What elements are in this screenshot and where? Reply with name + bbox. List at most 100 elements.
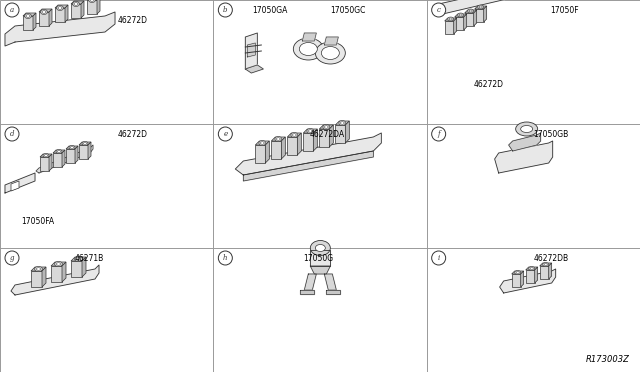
Polygon shape: [465, 10, 477, 13]
Text: 46272DB: 46272DB: [533, 254, 568, 263]
Circle shape: [218, 3, 232, 17]
Ellipse shape: [293, 38, 323, 60]
Text: 46272D: 46272D: [474, 80, 504, 89]
Polygon shape: [330, 125, 333, 147]
Polygon shape: [53, 153, 62, 167]
Ellipse shape: [292, 134, 296, 136]
Polygon shape: [55, 5, 68, 8]
Text: i: i: [438, 254, 440, 262]
Polygon shape: [40, 154, 52, 157]
Ellipse shape: [36, 268, 40, 270]
Polygon shape: [87, 0, 97, 14]
Circle shape: [5, 251, 19, 265]
Ellipse shape: [447, 17, 454, 21]
Ellipse shape: [316, 244, 325, 251]
Ellipse shape: [544, 263, 547, 266]
Text: g: g: [10, 254, 14, 262]
Polygon shape: [42, 267, 46, 287]
Polygon shape: [500, 269, 556, 293]
Ellipse shape: [70, 147, 74, 148]
Polygon shape: [79, 142, 91, 145]
Ellipse shape: [516, 272, 519, 273]
Circle shape: [5, 127, 19, 141]
Polygon shape: [71, 4, 81, 18]
Ellipse shape: [543, 263, 548, 266]
Polygon shape: [300, 290, 314, 294]
Ellipse shape: [308, 130, 312, 132]
Polygon shape: [66, 149, 75, 163]
Polygon shape: [71, 261, 82, 277]
Ellipse shape: [54, 262, 63, 266]
Polygon shape: [314, 129, 317, 151]
Text: 46272D: 46272D: [117, 130, 147, 139]
Polygon shape: [475, 6, 486, 9]
Circle shape: [431, 127, 445, 141]
Ellipse shape: [58, 7, 62, 9]
Polygon shape: [79, 145, 88, 159]
Ellipse shape: [468, 9, 474, 13]
Text: d: d: [10, 130, 14, 138]
Circle shape: [431, 3, 445, 17]
Polygon shape: [287, 137, 298, 155]
Text: 17050FA: 17050FA: [21, 217, 54, 226]
Polygon shape: [326, 290, 340, 294]
Polygon shape: [346, 121, 349, 143]
Polygon shape: [540, 263, 552, 266]
Polygon shape: [302, 33, 316, 41]
Polygon shape: [71, 257, 86, 261]
Polygon shape: [245, 65, 263, 73]
Ellipse shape: [529, 266, 534, 270]
Polygon shape: [525, 267, 538, 270]
Ellipse shape: [35, 266, 42, 272]
Ellipse shape: [40, 10, 47, 15]
Polygon shape: [71, 1, 84, 4]
Polygon shape: [5, 173, 35, 193]
Polygon shape: [287, 133, 301, 137]
Ellipse shape: [530, 267, 533, 269]
Polygon shape: [454, 17, 463, 30]
Ellipse shape: [324, 126, 328, 128]
Ellipse shape: [459, 14, 462, 16]
Polygon shape: [474, 10, 477, 26]
Text: 46272DA: 46272DA: [309, 130, 344, 139]
Polygon shape: [255, 141, 269, 145]
Polygon shape: [495, 141, 553, 173]
Polygon shape: [62, 150, 65, 167]
Ellipse shape: [515, 270, 521, 275]
Polygon shape: [33, 13, 36, 30]
Polygon shape: [23, 13, 36, 16]
Polygon shape: [236, 133, 381, 175]
Polygon shape: [5, 12, 115, 46]
Polygon shape: [88, 142, 91, 159]
Polygon shape: [511, 271, 524, 274]
Ellipse shape: [323, 125, 330, 129]
Polygon shape: [75, 146, 78, 163]
Polygon shape: [36, 145, 93, 173]
Text: f: f: [437, 130, 440, 138]
Polygon shape: [55, 8, 65, 22]
Ellipse shape: [69, 145, 75, 150]
Polygon shape: [40, 157, 49, 171]
Polygon shape: [39, 9, 52, 12]
Ellipse shape: [276, 138, 280, 140]
Text: R173003Z: R173003Z: [586, 355, 630, 364]
Polygon shape: [525, 270, 534, 283]
Polygon shape: [310, 266, 330, 274]
Polygon shape: [511, 274, 521, 287]
Text: 17050GB: 17050GB: [533, 130, 568, 139]
Polygon shape: [436, 0, 539, 14]
Ellipse shape: [477, 5, 484, 9]
Text: a: a: [10, 6, 14, 14]
Polygon shape: [540, 266, 548, 279]
Ellipse shape: [275, 137, 282, 141]
Ellipse shape: [321, 46, 339, 60]
Polygon shape: [521, 271, 524, 287]
Text: e: e: [223, 130, 227, 138]
Polygon shape: [319, 129, 330, 147]
Ellipse shape: [521, 125, 532, 132]
Polygon shape: [454, 14, 467, 17]
Ellipse shape: [516, 122, 538, 136]
Ellipse shape: [45, 154, 47, 157]
Ellipse shape: [307, 128, 314, 134]
Polygon shape: [82, 257, 86, 277]
